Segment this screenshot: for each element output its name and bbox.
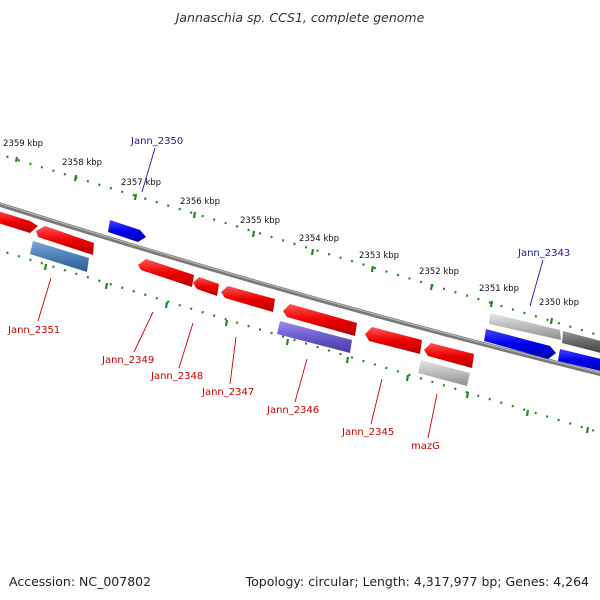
- gene-label-mazg[interactable]: mazG: [411, 441, 440, 452]
- ruler-label: 2359 kbp: [3, 139, 43, 149]
- gene-arrow-jann_2349[interactable]: [138, 259, 194, 287]
- gene-arrow-jann_2346-top[interactable]: [283, 304, 357, 336]
- gene-label-jann_2346[interactable]: Jann_2346: [266, 405, 319, 416]
- label-leaders-forward: [141, 147, 544, 307]
- gene-label-jann_2347[interactable]: Jann_2347: [201, 387, 254, 398]
- ruler-label: 2351 kbp: [479, 284, 519, 294]
- ruler-label: 2352 kbp: [419, 267, 459, 277]
- inner-ruler-ticks: [43, 263, 590, 434]
- ruler-label: 2354 kbp: [299, 234, 339, 244]
- gene-arrow-jann_2351[interactable]: [30, 241, 89, 272]
- ruler-label: 2356 kbp: [180, 197, 220, 207]
- gene-arrow-reverse-2351-top[interactable]: [36, 226, 94, 255]
- gene-label-jann_2343[interactable]: Jann_2343: [517, 248, 570, 259]
- gene-arrow-jann_2347[interactable]: [221, 286, 275, 312]
- ruler-label: 2355 kbp: [240, 216, 280, 226]
- gene-arrow-jann_2348[interactable]: [193, 277, 219, 296]
- genome-backbone: [0, 202, 600, 377]
- gene-arrow-dark-right-edge[interactable]: [562, 331, 600, 354]
- gene-label-jann_2345[interactable]: Jann_2345: [341, 427, 394, 438]
- gene-arrow-jann_2345[interactable]: [365, 327, 422, 354]
- ruler-label: 2358 kbp: [62, 158, 102, 168]
- gene-arrow-red-left-edge[interactable]: [0, 210, 38, 233]
- ruler-label: 2357 kbp: [121, 178, 161, 188]
- gene-arrow-jann_2343-top-gray[interactable]: [489, 313, 561, 340]
- gene-arrow-blue-right-edge[interactable]: [558, 349, 600, 372]
- gene-arrow-jann_2346[interactable]: [277, 321, 352, 353]
- genome-backbone-highlight: [0, 203, 600, 374]
- topology-label: Topology: circular; Length: 4,317,977 bp…: [245, 574, 589, 589]
- ruler-label: 2350 kbp: [539, 298, 579, 308]
- label-leaders-reverse: [37, 277, 438, 439]
- gene-arrow-jann_2343[interactable]: [484, 329, 556, 359]
- outer-ruler-ticks: [14, 156, 554, 325]
- gene-arrow-jann_2350[interactable]: [108, 220, 146, 242]
- gene-label-jann_2351[interactable]: Jann_2351: [7, 325, 60, 336]
- gene-arrow-mazg[interactable]: [418, 360, 470, 386]
- accession-label: Accession: NC_007802: [9, 574, 152, 589]
- gene-label-jann_2350[interactable]: Jann_2350: [130, 136, 183, 147]
- gene-arrow-mazg-top[interactable]: [424, 343, 474, 368]
- gene-label-jann_2349[interactable]: Jann_2349: [101, 355, 154, 366]
- ruler-label: 2353 kbp: [359, 251, 399, 261]
- gene-label-jann_2348[interactable]: Jann_2348: [150, 371, 203, 382]
- map-title: Jannaschia sp. CCS1, complete genome: [175, 10, 425, 25]
